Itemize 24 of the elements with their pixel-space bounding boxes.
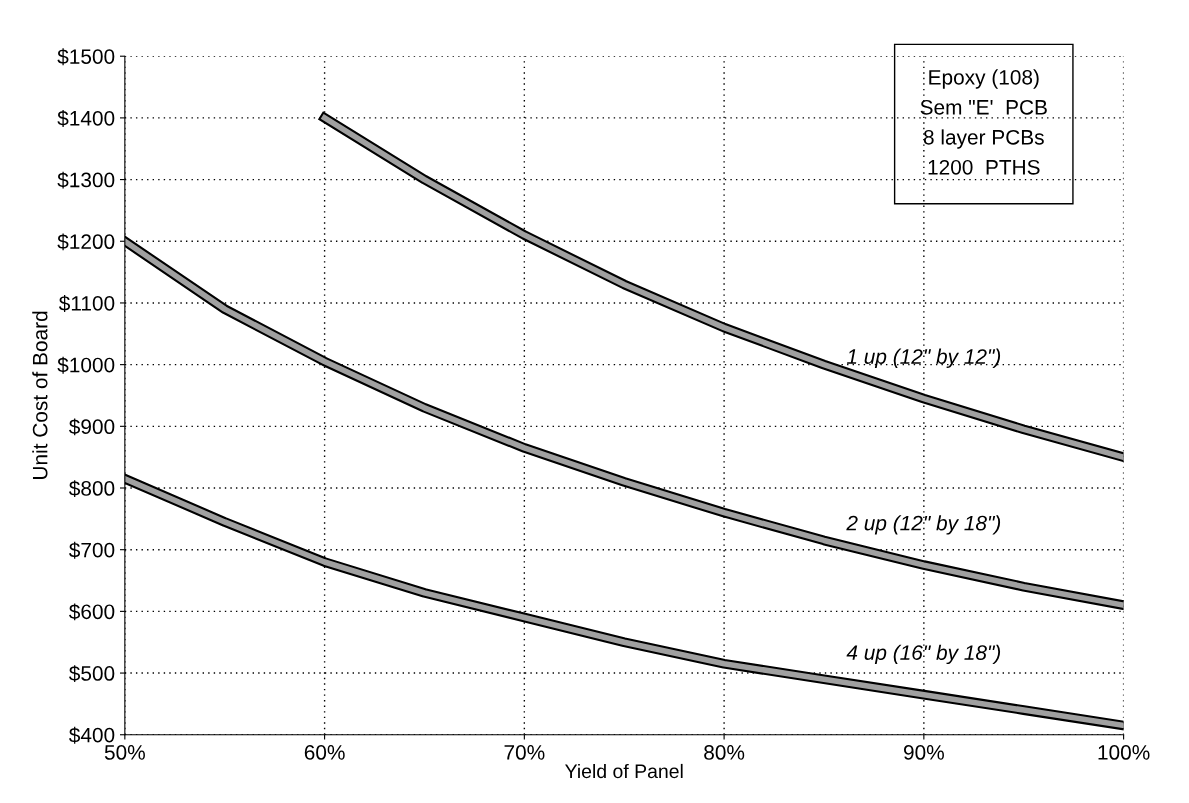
x-tick-label: 50%	[104, 745, 145, 760]
y-tick-label: $400	[69, 726, 115, 744]
x-tick-label: 80%	[704, 745, 745, 760]
series-label: 1 up (12" by 12")	[846, 348, 1001, 369]
y-tick-label: $800	[69, 480, 115, 497]
y-tick-label: $1400	[57, 110, 115, 127]
series-label: 4 up (16" by 18")	[846, 644, 1001, 665]
y-axis-title: Unit Cost of Board	[32, 311, 48, 479]
y-tick-label: $1100	[58, 295, 115, 312]
y-tick-label: $700	[69, 541, 115, 559]
y-tick-label: $900	[69, 418, 115, 436]
y-tick-label: $600	[69, 603, 115, 621]
x-tick-label: 60%	[304, 745, 345, 760]
y-tick-label: $1500	[57, 48, 115, 66]
x-axis-title: Yield of Panel	[565, 763, 683, 779]
annotation: Epoxy (108) Sem "E' PCB 8 layer PCBs 1200 PTHS	[920, 69, 1047, 175]
y-tick-label: $1000	[57, 356, 115, 374]
series-label: 2 up (12" by 18")	[846, 515, 1001, 535]
x-tick-label: 90%	[903, 745, 944, 760]
y-tick-label: $500	[69, 665, 115, 683]
x-tick-label: 100%	[1098, 745, 1150, 760]
y-tick-label: $1300	[57, 171, 115, 189]
y-tick-label: $1200	[57, 233, 115, 251]
x-tick-label: 70%	[504, 745, 545, 760]
